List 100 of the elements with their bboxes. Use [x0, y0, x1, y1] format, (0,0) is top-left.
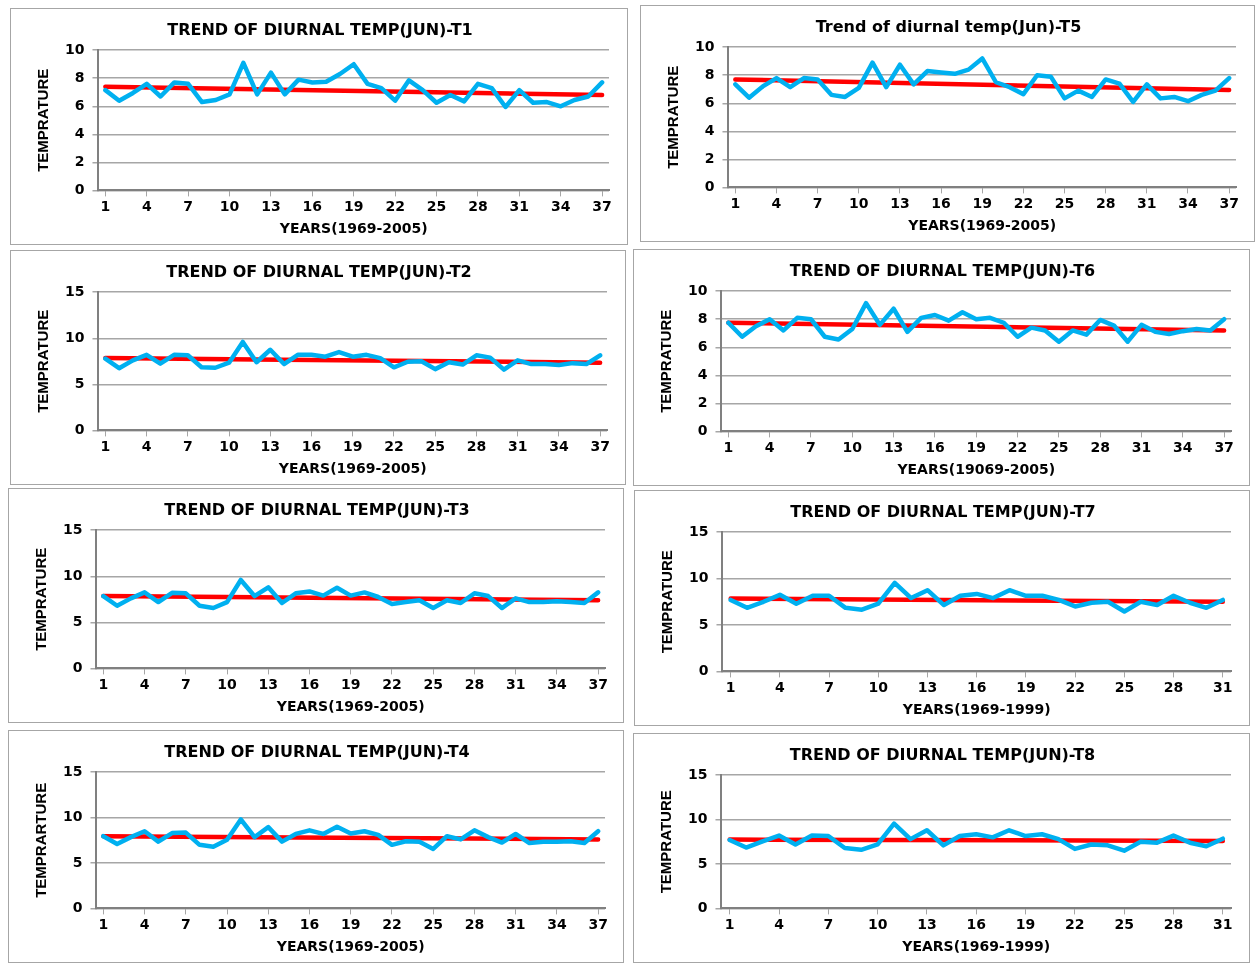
y-tick-label: 10: [65, 40, 85, 57]
x-tick-label: 19: [341, 676, 361, 693]
x-tick-label: 22: [1007, 439, 1028, 456]
x-tick-label: 4: [139, 676, 150, 693]
x-tick-label: 10: [842, 439, 863, 456]
x-tick-label: 13: [917, 916, 937, 933]
y-tick-label: 10: [695, 37, 715, 54]
x-tick-label: 7: [823, 916, 834, 933]
chart-title: TREND OF DIURNAL TEMP(JUN)-T4: [164, 741, 470, 761]
x-tick-label: 28: [1163, 679, 1184, 696]
x-tick-label: 31: [1213, 679, 1233, 696]
x-tick-label: 25: [426, 198, 447, 215]
y-tick-label: 10: [688, 281, 708, 298]
y-tick-label: 5: [74, 374, 85, 391]
x-tick-label: 22: [1065, 679, 1085, 696]
x-tick-label: 4: [139, 916, 150, 933]
x-tick-label: 19: [343, 438, 363, 455]
x-tick-label: 13: [261, 198, 281, 215]
x-tick-label: 1: [724, 916, 735, 933]
x-tick-label: 19: [1015, 916, 1036, 933]
x-axis-title: YEARS(1969-2005): [275, 698, 425, 715]
x-tick-label: 16: [299, 916, 320, 933]
x-axis-title: YEARS(1969-2005): [275, 938, 425, 955]
x-axis-title: YEARS(1969-2005): [907, 217, 1057, 234]
chart-title: TREND OF DIURNAL TEMP(JUN)-T3: [164, 499, 470, 519]
y-tick-label: 6: [74, 96, 85, 113]
x-tick-label: 4: [775, 679, 786, 696]
y-tick-label: 0: [74, 181, 85, 198]
y-tick-label: 5: [697, 854, 708, 871]
y-axis-title: TEMPRATURE: [32, 547, 50, 651]
y-axis-title: TEMPRATURE: [34, 68, 52, 172]
chart-title: TREND OF DIURNAL TEMP(JUN)-T8: [789, 744, 1096, 764]
y-axis-title: TEMPRATURE: [658, 550, 676, 654]
y-tick-label: 2: [74, 153, 85, 169]
x-tick-label: 19: [344, 198, 364, 215]
y-tick-label: 0: [72, 899, 83, 916]
x-tick-label: 25: [423, 916, 443, 933]
x-tick-label: 25: [1049, 439, 1069, 456]
y-tick-label: 8: [704, 65, 715, 82]
x-tick-label: 4: [774, 916, 785, 933]
x-tick-label: 22: [382, 676, 402, 693]
x-tick-label: 28: [468, 198, 488, 215]
y-tick-label: 4: [74, 124, 85, 141]
x-tick-label: 28: [466, 438, 487, 455]
x-tick-label: 37: [1219, 195, 1239, 212]
x-tick-label: 34: [1173, 439, 1193, 456]
x-tick-label: 22: [1013, 195, 1034, 212]
y-tick-label: 2: [704, 150, 715, 166]
y-tick-label: 15: [689, 522, 709, 539]
y-tick-label: 10: [65, 328, 85, 345]
y-tick-label: 2: [697, 394, 708, 410]
x-tick-label: 19: [341, 916, 361, 933]
x-tick-label: 31: [1213, 916, 1233, 933]
x-tick-label: 28: [1163, 916, 1184, 933]
x-tick-label: 4: [764, 439, 775, 456]
x-tick-label: 25: [1114, 916, 1134, 933]
x-axis-title: YEARS(1969-2005): [277, 460, 427, 477]
chart-title: Trend of diurnal temp(Jun)-T5: [815, 16, 1082, 36]
x-tick-label: 28: [464, 916, 485, 933]
x-tick-label: 31: [1131, 439, 1152, 456]
x-tick-label: 31: [507, 438, 528, 455]
y-tick-label: 4: [704, 121, 715, 138]
x-tick-label: 37: [588, 676, 608, 693]
x-tick-label: 34: [1178, 195, 1198, 212]
x-tick-label: 1: [98, 916, 109, 933]
x-tick-label: 22: [384, 438, 404, 455]
x-tick-label: 22: [385, 198, 405, 215]
x-tick-label: 19: [1016, 679, 1036, 696]
x-tick-label: 37: [592, 198, 612, 215]
y-tick-label: 0: [698, 662, 709, 679]
x-tick-label: 10: [219, 438, 240, 455]
x-tick-label: 13: [890, 195, 910, 212]
x-tick-label: 31: [505, 916, 526, 933]
y-tick-label: 0: [704, 178, 715, 195]
x-tick-label: 16: [299, 676, 320, 693]
y-tick-label: 5: [698, 615, 709, 632]
x-tick-label: 7: [806, 439, 816, 456]
x-tick-label: 16: [925, 439, 945, 456]
y-tick-label: 15: [63, 520, 83, 537]
y-tick-label: 8: [74, 68, 85, 85]
x-axis-title: YEARS(1969-2005): [278, 220, 428, 237]
x-tick-label: 7: [183, 198, 194, 215]
x-tick-label: 1: [730, 195, 741, 212]
x-tick-label: 10: [849, 195, 869, 212]
x-tick-label: 10: [867, 916, 888, 933]
x-tick-label: 34: [547, 916, 567, 933]
x-tick-label: 7: [182, 438, 193, 455]
x-tick-label: 28: [1090, 439, 1110, 456]
x-tick-label: 13: [258, 676, 279, 693]
y-axis-title: TEMPRATURE: [657, 790, 675, 894]
chart-title: TREND OF DIURNAL TEMP(JUN)-T7: [790, 501, 1096, 521]
y-tick-label: 15: [65, 282, 85, 299]
y-tick-label: 0: [74, 421, 85, 438]
y-tick-label: 10: [63, 566, 83, 583]
y-axis-title: TEMPRATURE: [657, 309, 675, 413]
x-axis-title: YEARS(19069-2005): [896, 461, 1056, 478]
y-tick-label: 15: [63, 762, 83, 779]
x-tick-label: 10: [868, 679, 889, 696]
y-tick-label: 0: [697, 899, 708, 916]
x-tick-label: 25: [425, 438, 445, 455]
